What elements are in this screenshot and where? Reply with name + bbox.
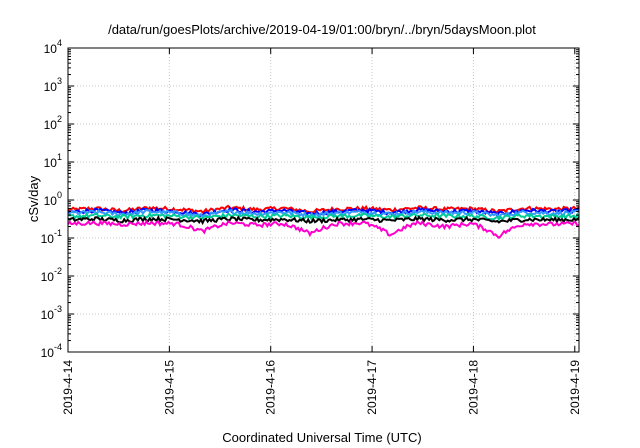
y-tick-label: 101 [44, 152, 62, 170]
x-tick-label: 2019-4-19 [568, 360, 582, 415]
series-line [67, 214, 580, 226]
y-tick-label: 102 [44, 114, 62, 132]
y-tick-label: 10-3 [41, 304, 62, 322]
grid [68, 48, 579, 352]
x-tick-label: 2019-4-18 [466, 360, 480, 415]
y-axis: 10-4 10-3 10-2 10-1 100 101 102 103 104 [41, 38, 579, 360]
x-tick-label: 2019-4-14 [61, 360, 75, 415]
y-tick-label: 10-4 [41, 342, 62, 360]
y-tick-label: 100 [44, 190, 62, 208]
series-line [67, 211, 580, 222]
y-tick-label: 10-2 [41, 266, 62, 284]
y-tick-label: 10-1 [41, 228, 62, 246]
y-tick-label: 103 [44, 76, 62, 94]
x-tick-label: 2019-4-16 [264, 360, 278, 415]
series-line [67, 208, 580, 220]
series-line [67, 219, 580, 240]
y-axis-label: cSv/day [26, 175, 41, 222]
series-line [67, 204, 580, 215]
x-tick-label: 2019-4-17 [365, 360, 379, 415]
x-tick-label: 2019-4-15 [162, 360, 176, 415]
chart-title: /data/run/goesPlots/archive/2019-04-19/0… [108, 22, 536, 37]
series-group [67, 204, 580, 240]
y-tick-label: 104 [44, 38, 62, 56]
x-axis: 2019-4-14 2019-4-15 2019-4-16 2019-4-17 2019… [61, 48, 582, 415]
x-axis-label: Coordinated Universal Time (UTC) [222, 430, 421, 445]
